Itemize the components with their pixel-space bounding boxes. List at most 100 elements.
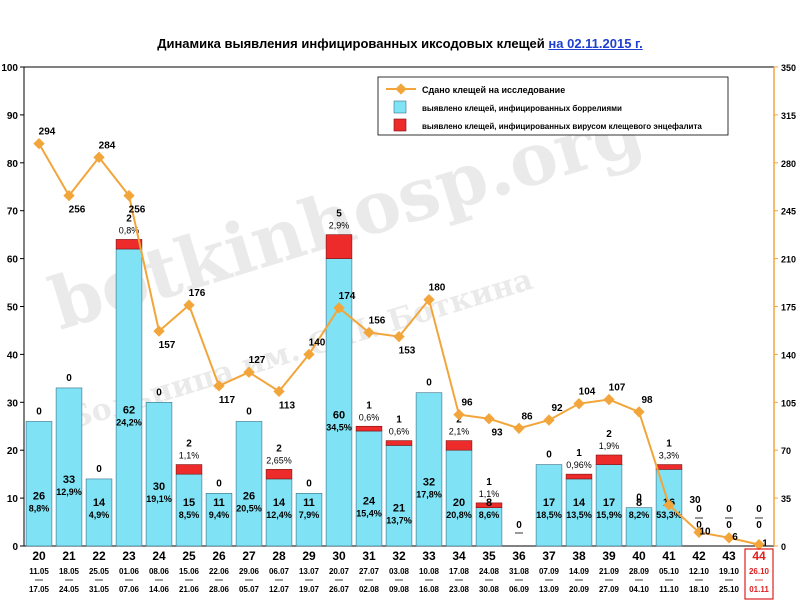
line-point-label: 107 <box>609 383 626 394</box>
week-label: 31 <box>362 549 376 563</box>
week-date-end: 06.09 <box>509 585 530 594</box>
line-point-label: 93 <box>491 428 503 439</box>
bar-tbe-value: 0 <box>636 493 642 504</box>
right-tick-label: 105 <box>781 398 796 408</box>
left-tick-label: 40 <box>7 350 19 361</box>
bar-borrelia-pct: 20,8% <box>446 510 472 520</box>
bar-borrelia-value: 11 <box>213 497 225 509</box>
bar-borrelia <box>145 401 173 547</box>
week-label: 38 <box>572 549 586 563</box>
bar-tbe-value: 2 <box>186 439 192 450</box>
bar-tbe-pct: 0,96% <box>566 460 592 470</box>
bar-borrelia-pct: 13,5% <box>566 510 592 520</box>
bar-borrelia-value: 8 <box>486 497 492 509</box>
bar-borrelia <box>175 473 203 547</box>
week-label: 29 <box>302 549 316 563</box>
week-label: 21 <box>62 549 76 563</box>
left-tick-label: 50 <box>7 303 19 314</box>
week-label: 41 <box>662 549 676 563</box>
bar-tbe-pct: 2,9% <box>329 221 350 231</box>
left-tick-label: 80 <box>7 159 19 170</box>
bar-tbe-value: 2 <box>126 213 132 224</box>
right-tick-label: 245 <box>781 207 796 217</box>
bar-borrelia-value: 11 <box>303 497 315 509</box>
week-date-end: 05.07 <box>239 585 260 594</box>
bar-borrelia <box>235 421 263 547</box>
bar-tbe-value: 0 <box>216 478 222 489</box>
bar-tbe-value: 0 <box>156 387 162 398</box>
week-label: 27 <box>242 549 256 563</box>
line-point <box>33 137 45 150</box>
bar-borrelia <box>355 430 383 547</box>
bar-borrelia-value: 30 <box>153 481 165 493</box>
line-point-label: 256 <box>129 205 146 216</box>
bar-borrelia-pct: 7,9% <box>299 510 320 520</box>
bar-tbe-value: 0 <box>306 478 312 489</box>
bar-tbe-pct: 3,3% <box>659 451 680 461</box>
line-point-label: 284 <box>99 140 116 151</box>
left-tick-label: 90 <box>7 111 19 122</box>
week-label: 30 <box>332 549 346 563</box>
bar-tbe-value: 0 <box>546 450 552 461</box>
bar-tbe <box>565 473 593 480</box>
line-point <box>183 299 195 311</box>
right-tick-label: 280 <box>781 159 796 169</box>
bar-borrelia-pct: 8,8% <box>29 504 50 514</box>
line-point <box>453 408 465 421</box>
week-date-start: 28.09 <box>629 567 650 576</box>
line-point <box>243 366 255 378</box>
right-tick-label: 175 <box>781 303 796 313</box>
week-date-end: 09.08 <box>389 585 410 594</box>
bar-borrelia-pct: 9,4% <box>209 510 230 520</box>
right-tick-label: 0 <box>781 542 786 552</box>
left-tick-label: 70 <box>7 207 19 218</box>
week-date-end: 21.06 <box>179 585 200 594</box>
right-tick-label: 210 <box>781 255 796 265</box>
bar-borrelia-pct: 20,5% <box>236 504 262 514</box>
week-date-start: 03.08 <box>389 567 410 576</box>
week-date-end: 26.07 <box>329 585 350 594</box>
bar-tbe-pct: 0,8% <box>119 225 140 235</box>
line-point-label: 127 <box>249 355 266 366</box>
bar-borrelia-value: 0 <box>726 504 732 515</box>
week-label: 33 <box>422 549 436 563</box>
bar-borrelia <box>55 387 83 547</box>
left-tick-label: 20 <box>7 446 19 457</box>
line-point <box>573 398 585 410</box>
line-point-label: 117 <box>219 395 236 406</box>
week-date-start: 20.07 <box>329 567 350 576</box>
bar-tbe-pct: 1,1% <box>179 451 200 461</box>
bar-tbe-value: 0 <box>696 520 702 531</box>
bar-tbe-value: 2 <box>276 443 282 454</box>
bar-borrelia-value: 0 <box>516 520 522 531</box>
chart-title-date-link[interactable]: на 02.11.2015 г. <box>548 36 643 51</box>
bar-tbe <box>355 425 383 432</box>
bar-borrelia-pct: 19,1% <box>146 494 172 504</box>
line-point-label: 156 <box>369 316 386 327</box>
bar-borrelia <box>385 445 413 547</box>
week-date-end: 12.07 <box>269 585 290 594</box>
bar-borrelia-value: 14 <box>573 497 586 509</box>
bar-borrelia <box>415 392 443 547</box>
bar-borrelia-value: 20 <box>453 497 465 509</box>
bar-tbe-value: 1 <box>666 439 672 450</box>
left-tick-label: 30 <box>7 398 19 409</box>
line-point-label: 176 <box>189 288 206 299</box>
bar-borrelia-pct: 24,2% <box>116 418 142 428</box>
week-date-end: 18.10 <box>689 585 710 594</box>
line-point <box>693 526 705 538</box>
week-date-end: 23.08 <box>449 585 470 594</box>
week-date-start: 08.06 <box>149 567 170 576</box>
bar-tbe <box>325 234 353 259</box>
bar-tbe-value: 1 <box>576 448 582 459</box>
line-point-label: 174 <box>339 291 356 302</box>
bar-borrelia <box>205 493 233 547</box>
week-date-start: 06.07 <box>269 567 290 576</box>
right-tick-label: 70 <box>781 446 791 456</box>
bar-borrelia <box>85 478 113 547</box>
bar-borrelia-value: 62 <box>123 405 135 417</box>
bar-borrelia-value: 60 <box>333 409 345 421</box>
week-date-start: 11.05 <box>29 567 49 576</box>
week-date-start: 27.07 <box>359 567 380 576</box>
